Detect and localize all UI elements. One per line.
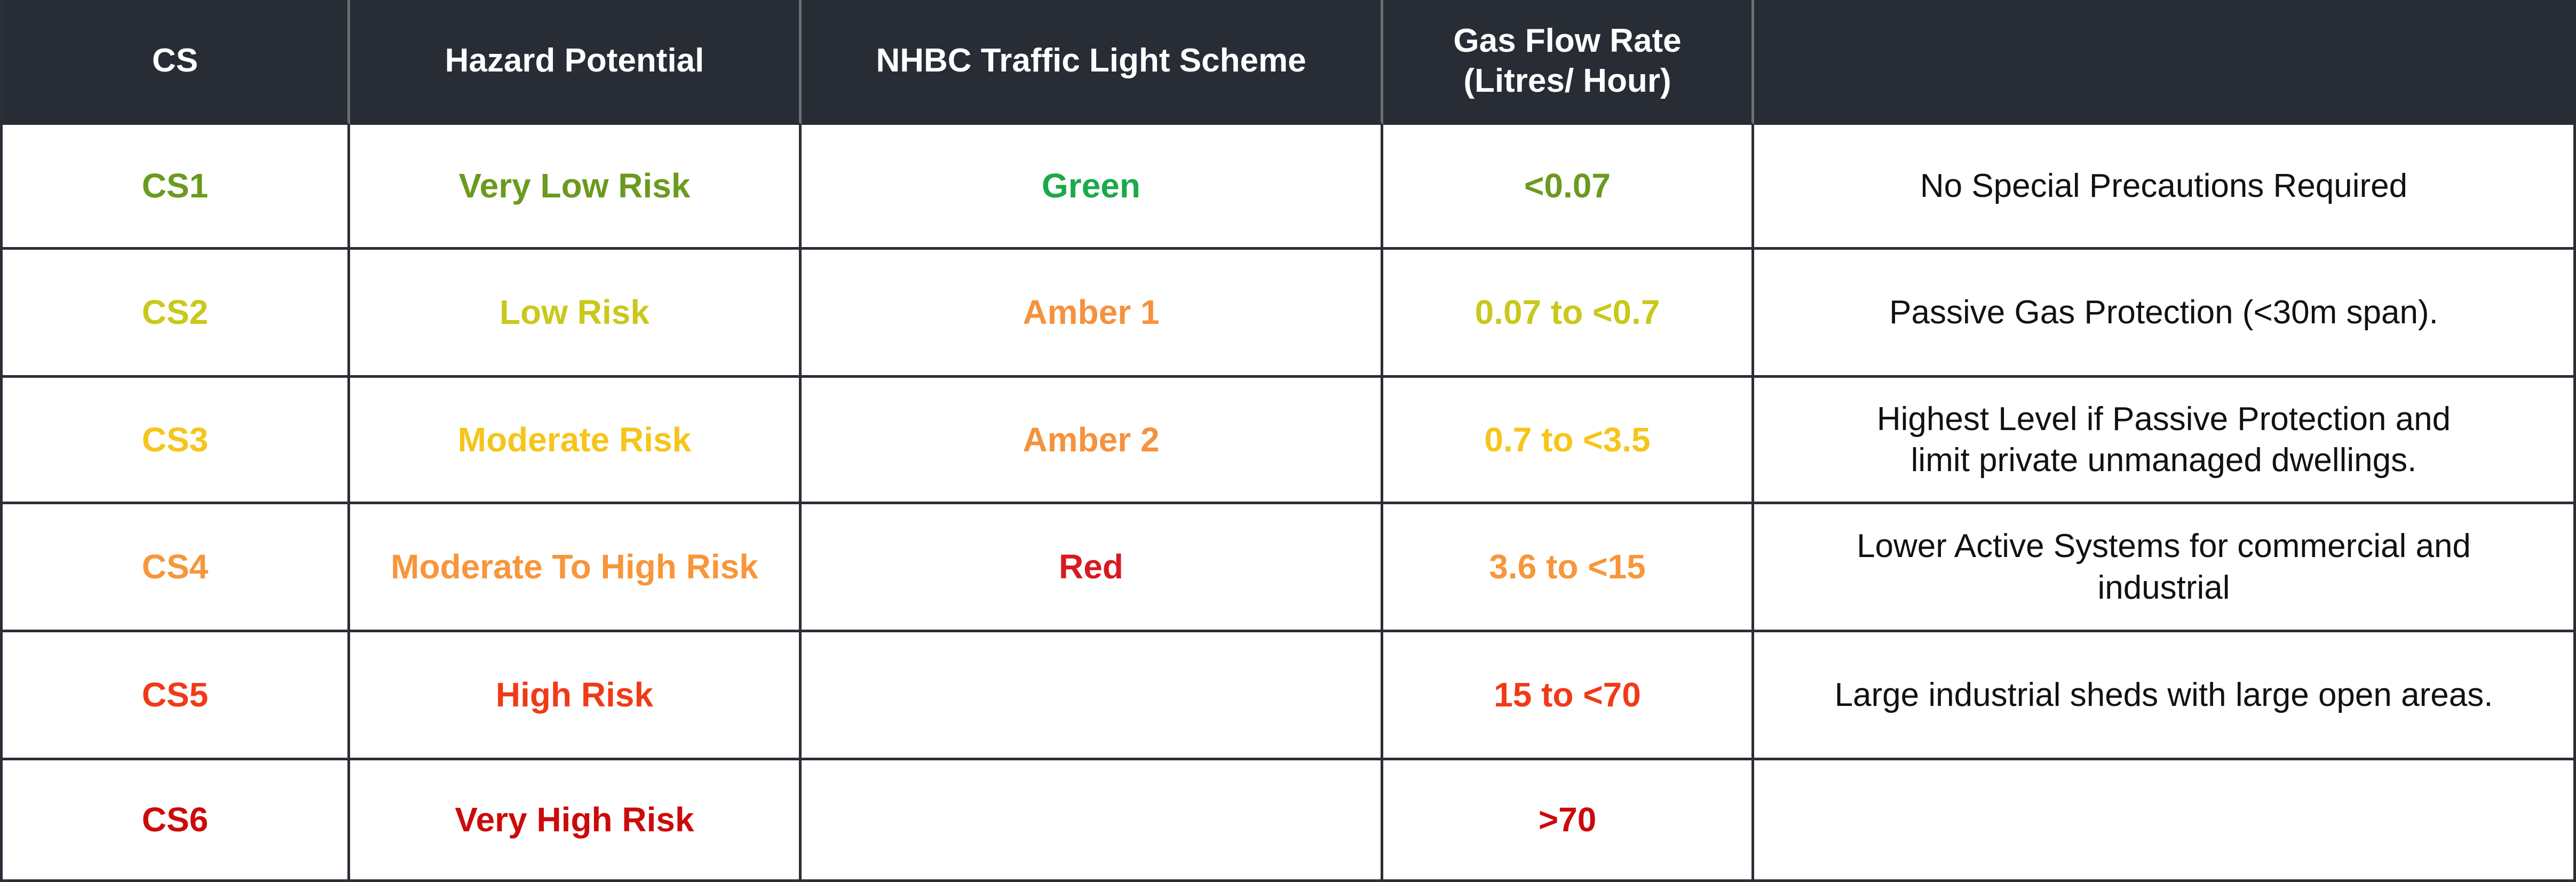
cs-cell: CS6: [0, 760, 350, 882]
flow-rate: >70: [1538, 800, 1597, 839]
header-cell: NHBC Traffic Light Scheme: [802, 0, 1383, 125]
hazard-cell: High Risk: [350, 632, 802, 760]
header-text: Gas Flow Rate: [1453, 22, 1682, 60]
hazard-label: Moderate To High Risk: [391, 547, 758, 586]
cs-label: CS2: [141, 293, 209, 332]
traffic-light-label: Red: [1059, 547, 1123, 586]
traffic-light-cell: [802, 760, 1383, 882]
cs-cell: CS3: [0, 378, 350, 504]
traffic-light-cell: Green: [802, 125, 1383, 250]
traffic-light-cell: Amber 2: [802, 378, 1383, 504]
hazard-label: Low Risk: [500, 293, 649, 332]
traffic-light-label: Amber 1: [1023, 293, 1160, 332]
notes-cell: Large industrial sheds with large open a…: [1754, 632, 2576, 760]
flow-cell: 15 to <70: [1383, 632, 1754, 760]
flow-cell: >70: [1383, 760, 1754, 882]
cs-label: CS4: [141, 547, 209, 586]
flow-rate: 0.07 to <0.7: [1475, 293, 1660, 332]
hazard-cell: Moderate Risk: [350, 378, 802, 504]
cs-cell: CS2: [0, 250, 350, 378]
flow-cell: 0.07 to <0.7: [1383, 250, 1754, 378]
flow-cell: <0.07: [1383, 125, 1754, 250]
header-cell: Gas Flow Rate (Litres/ Hour): [1383, 0, 1754, 125]
cs-label: CS5: [141, 676, 209, 714]
header-text: NHBC Traffic Light Scheme: [876, 42, 1306, 80]
traffic-light-cell: [802, 632, 1383, 760]
traffic-light-cell: Amber 1: [802, 250, 1383, 378]
notes-cell: [1754, 760, 2576, 882]
notes-cell: Highest Level if Passive Protection and l…: [1754, 378, 2576, 504]
traffic-light-label: Amber 2: [1023, 420, 1160, 459]
notes-cell: Passive Gas Protection (<30m span).: [1754, 250, 2576, 378]
header-text: Hazard Potential: [445, 42, 704, 80]
hazard-label: Very High Risk: [455, 800, 694, 839]
notes-cell: No Special Precautions Required: [1754, 125, 2576, 250]
cs-cell: CS4: [0, 504, 350, 632]
header-cell: CS: [0, 0, 350, 125]
header-text: (Litres/ Hour): [1463, 62, 1671, 99]
header-cell: Hazard Potential: [350, 0, 802, 125]
note-line: industrial: [2097, 569, 2230, 606]
note-line: No Special Precautions Required: [1920, 167, 2408, 204]
flow-rate: <0.07: [1524, 166, 1611, 205]
cs-label: CS3: [141, 420, 209, 459]
note-line: Large industrial sheds with large open a…: [1834, 676, 2493, 713]
hazard-cell: Very Low Risk: [350, 125, 802, 250]
cs-label: CS1: [141, 166, 209, 205]
flow-cell: 3.6 to <15: [1383, 504, 1754, 632]
hazard-cell: Low Risk: [350, 250, 802, 378]
flow-rate: 3.6 to <15: [1489, 547, 1646, 586]
hazard-cell: Very High Risk: [350, 760, 802, 882]
note-line: limit private unmanaged dwellings.: [1911, 442, 2417, 479]
note-line: Lower Active Systems for commercial and: [1857, 528, 2471, 565]
note-line: Highest Level if Passive Protection and: [1876, 400, 2451, 438]
cs-cell: CS1: [0, 125, 350, 250]
header-cell: [1754, 0, 2576, 125]
cs-label: CS6: [141, 800, 209, 839]
hazard-label: High Risk: [495, 676, 654, 714]
traffic-light-cell: Red: [802, 504, 1383, 632]
hazard-label: Moderate Risk: [457, 420, 692, 459]
hazard-label: Very Low Risk: [458, 166, 691, 205]
cs-cell: CS5: [0, 632, 350, 760]
hazard-cell: Moderate To High Risk: [350, 504, 802, 632]
notes-cell: Lower Active Systems for commercial and i…: [1754, 504, 2576, 632]
flow-rate: 15 to <70: [1494, 676, 1641, 714]
note-line: Passive Gas Protection (<30m span).: [1889, 293, 2438, 331]
flow-rate: 0.7 to <3.5: [1484, 420, 1651, 459]
header-text: CS: [152, 42, 199, 80]
flow-cell: 0.7 to <3.5: [1383, 378, 1754, 504]
traffic-light-label: Green: [1042, 166, 1140, 205]
